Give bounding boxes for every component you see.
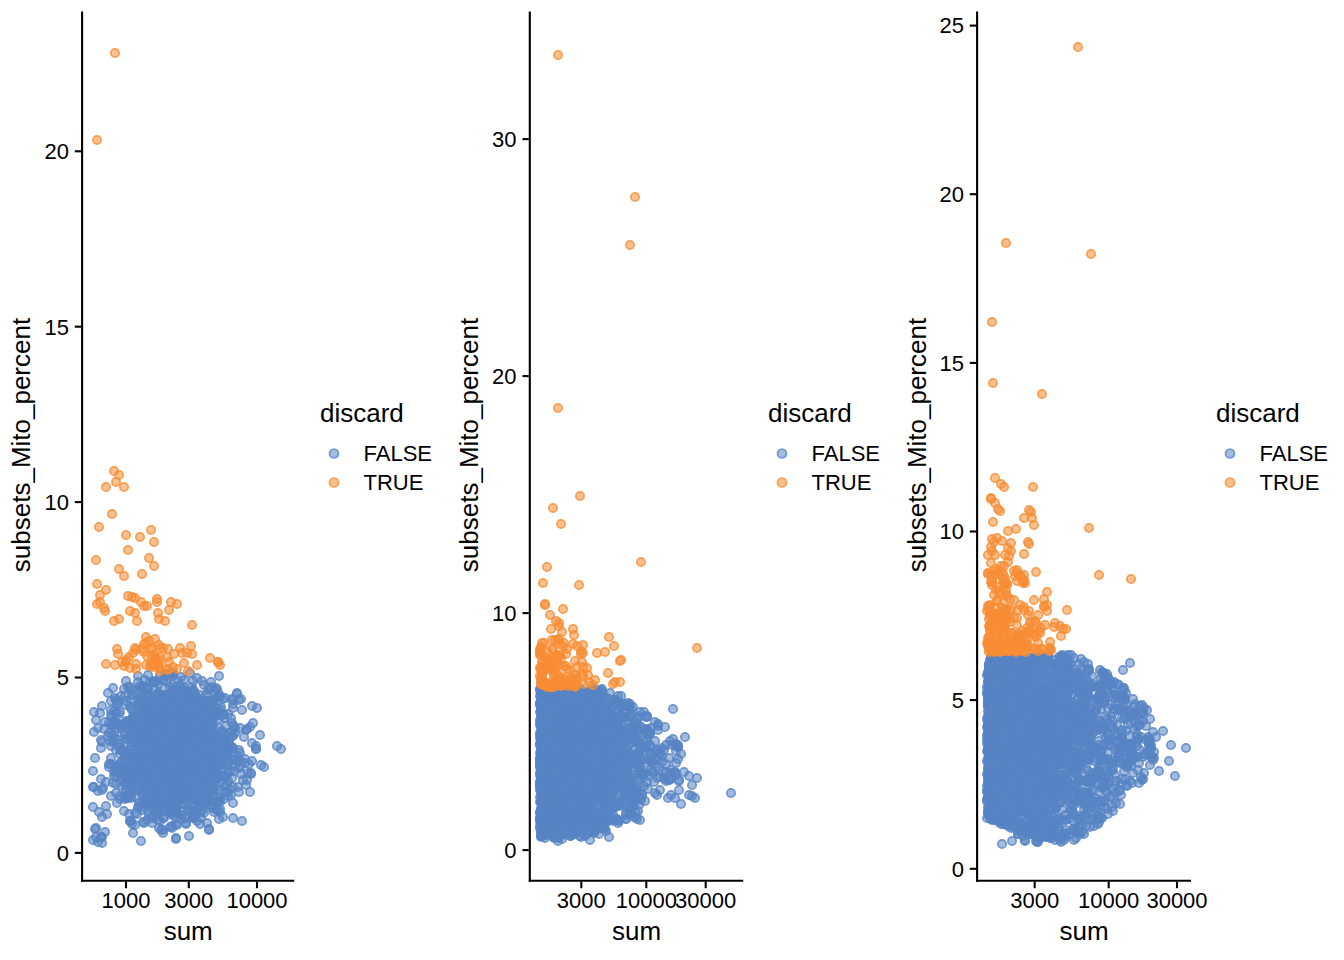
svg-text:3000: 3000 xyxy=(557,888,606,913)
svg-text:3000: 3000 xyxy=(1010,888,1059,913)
svg-text:5: 5 xyxy=(57,665,69,690)
svg-text:subsets_Mito_percent: subsets_Mito_percent xyxy=(6,317,36,572)
svg-text:sum: sum xyxy=(164,916,213,946)
svg-text:sum: sum xyxy=(1059,916,1108,946)
svg-text:1000: 1000 xyxy=(102,888,151,913)
svg-text:subsets_Mito_percent: subsets_Mito_percent xyxy=(454,317,484,572)
svg-text:FALSE: FALSE xyxy=(812,441,880,466)
svg-text:20: 20 xyxy=(940,182,964,207)
svg-text:discard: discard xyxy=(768,398,852,428)
svg-text:0: 0 xyxy=(952,857,964,882)
svg-text:FALSE: FALSE xyxy=(364,441,432,466)
svg-text:discard: discard xyxy=(320,398,404,428)
svg-text:0: 0 xyxy=(504,838,516,863)
svg-text:discard: discard xyxy=(1216,398,1300,428)
svg-text:30: 30 xyxy=(492,127,516,152)
svg-text:10000: 10000 xyxy=(616,888,677,913)
svg-text:30000: 30000 xyxy=(675,888,736,913)
svg-text:15: 15 xyxy=(45,315,69,340)
svg-text:10000: 10000 xyxy=(1078,888,1139,913)
svg-text:subsets_Mito_percent: subsets_Mito_percent xyxy=(902,317,932,572)
svg-text:5: 5 xyxy=(952,688,964,713)
svg-text:TRUE: TRUE xyxy=(812,470,872,495)
svg-text:sum: sum xyxy=(612,916,661,946)
svg-text:15: 15 xyxy=(940,351,964,376)
svg-text:10: 10 xyxy=(940,519,964,544)
svg-text:TRUE: TRUE xyxy=(1260,470,1320,495)
svg-text:3000: 3000 xyxy=(164,888,213,913)
svg-text:20: 20 xyxy=(492,364,516,389)
svg-text:TRUE: TRUE xyxy=(364,470,424,495)
svg-text:10: 10 xyxy=(492,601,516,626)
svg-text:10: 10 xyxy=(45,490,69,515)
svg-text:20: 20 xyxy=(45,139,69,164)
svg-text:FALSE: FALSE xyxy=(1260,441,1328,466)
svg-text:30000: 30000 xyxy=(1146,888,1207,913)
svg-text:10000: 10000 xyxy=(226,888,287,913)
svg-text:0: 0 xyxy=(57,841,69,866)
svg-text:25: 25 xyxy=(940,13,964,38)
